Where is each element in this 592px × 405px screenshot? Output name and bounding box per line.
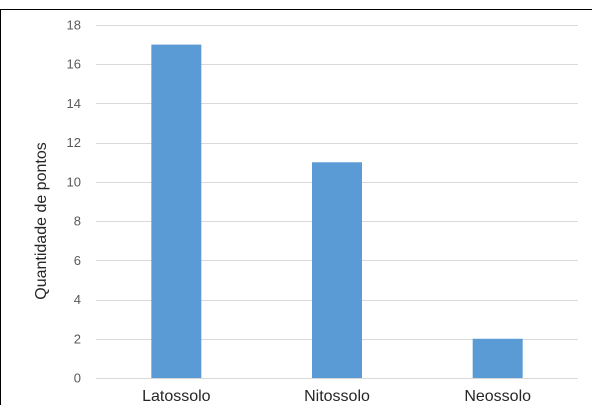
y-tick-label: 2 [74,331,81,346]
y-tick-label: 4 [74,292,81,307]
y-tick-label: 8 [74,214,81,229]
y-tick-label: 14 [67,96,81,111]
bar-latossolo [151,44,202,378]
bar-neossolo [472,338,523,378]
y-tick-label: 6 [74,253,81,268]
y-tick-label: 16 [67,57,81,72]
y-tick-label: 10 [67,174,81,189]
category-label: Nitossolo [304,388,370,405]
x-axis-categories: Latossolo Nitossolo Neossolo [142,388,531,405]
category-label: Latossolo [142,388,211,405]
category-label: Neossolo [464,388,531,405]
y-tick-label: 12 [67,135,81,150]
bars [151,44,523,378]
y-axis-ticks: 0 2 4 6 8 10 12 14 16 18 [67,18,81,386]
bar-nitossolo [312,162,362,378]
y-axis-title: Quantidade de pontos [33,142,50,299]
y-tick-label: 0 [74,371,81,386]
y-tick-label: 18 [67,18,81,33]
